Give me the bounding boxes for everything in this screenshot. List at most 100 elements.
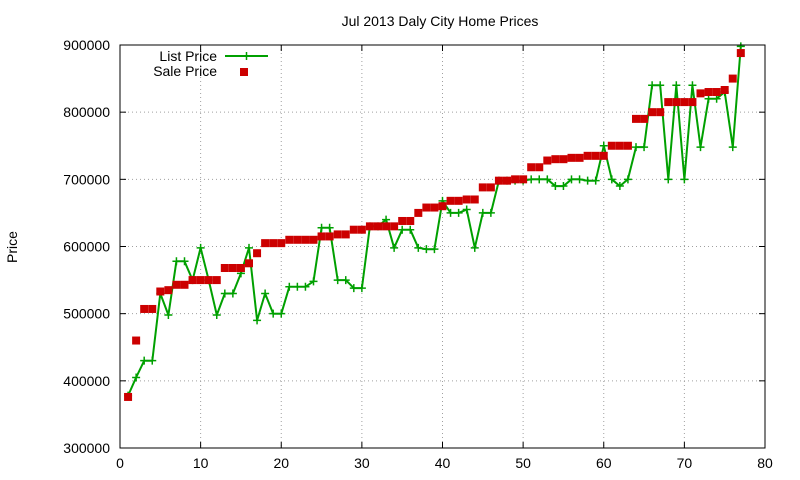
list-price-point xyxy=(277,309,286,318)
sale-price-point xyxy=(470,195,479,204)
list-price-point xyxy=(551,182,560,191)
list-price-point xyxy=(680,175,689,184)
sale-price-point xyxy=(559,155,568,164)
sale-price-point xyxy=(422,203,431,212)
sale-price-point xyxy=(511,175,520,184)
y-tick-label: 800000 xyxy=(63,104,110,120)
list-price-point xyxy=(172,257,181,266)
list-price-point xyxy=(349,284,358,293)
sale-price-point xyxy=(228,263,237,272)
sale-price-point xyxy=(414,208,423,217)
list-price-point xyxy=(333,276,342,285)
sale-price-point xyxy=(253,249,262,258)
list-price-point xyxy=(406,225,415,234)
list-price-point xyxy=(632,143,640,152)
sale-price-point xyxy=(535,163,544,172)
x-tick-label: 40 xyxy=(435,455,451,471)
list-price-point xyxy=(414,243,423,252)
series-line-list-price xyxy=(127,46,742,397)
legend-marker-list-price xyxy=(242,52,251,60)
sale-price-point xyxy=(430,203,439,212)
sale-price-point xyxy=(543,156,552,165)
list-price-point xyxy=(196,243,205,252)
sale-price-point xyxy=(188,276,197,285)
sale-price-point xyxy=(720,86,729,95)
sale-price-point xyxy=(309,235,318,244)
sale-price-point xyxy=(325,232,334,241)
list-price-point xyxy=(140,356,149,365)
sale-price-point xyxy=(672,98,681,107)
x-tick-label: 0 xyxy=(116,455,124,471)
legend-label-list-price: List Price xyxy=(159,48,217,64)
sale-price-point xyxy=(301,235,310,244)
list-price-point xyxy=(422,245,431,254)
sale-price-point xyxy=(220,263,229,272)
list-price-point xyxy=(357,284,366,293)
list-price-point xyxy=(648,81,657,90)
sale-price-point xyxy=(712,88,721,97)
sale-price-point xyxy=(196,276,205,285)
list-price-point xyxy=(212,311,221,320)
sale-price-point xyxy=(124,392,133,401)
sale-price-point xyxy=(269,239,278,248)
y-tick-label: 700000 xyxy=(63,171,110,187)
list-price-point xyxy=(245,243,253,252)
sale-price-point xyxy=(245,259,253,268)
sale-price-point xyxy=(607,141,616,150)
list-price-point xyxy=(253,316,262,325)
sale-price-point xyxy=(551,155,560,164)
sale-price-point xyxy=(390,222,399,231)
list-price-point xyxy=(615,182,624,191)
list-price-point xyxy=(535,175,544,184)
sale-price-point xyxy=(180,280,189,289)
sale-price-point xyxy=(261,239,270,248)
sale-price-point xyxy=(583,151,592,160)
plot-frame xyxy=(119,44,766,449)
list-price-point xyxy=(148,356,157,365)
sale-price-point xyxy=(599,151,608,160)
sale-price-point xyxy=(446,196,455,205)
x-tick-label: 50 xyxy=(515,455,531,471)
sale-price-point xyxy=(623,141,632,150)
sale-price-point xyxy=(132,336,141,345)
list-price-point xyxy=(470,243,479,252)
list-price-point xyxy=(285,282,294,291)
y-tick-label: 600000 xyxy=(63,239,110,255)
y-axis-label: Price xyxy=(4,231,20,263)
list-price-point xyxy=(599,141,608,150)
sale-price-point xyxy=(478,183,487,192)
sale-price-point xyxy=(277,239,286,248)
sale-price-point xyxy=(365,222,374,231)
sale-price-point xyxy=(406,216,415,225)
sale-price-point xyxy=(438,202,447,211)
list-price-point xyxy=(220,289,229,298)
sale-price-point xyxy=(172,280,181,289)
sale-price-point xyxy=(632,114,640,123)
list-price-point xyxy=(398,225,407,234)
x-tick-label: 10 xyxy=(193,455,209,471)
list-price-point xyxy=(712,94,721,103)
x-tick-label: 20 xyxy=(273,455,289,471)
y-tick-label: 500000 xyxy=(63,306,110,322)
legend-marker-sale-price xyxy=(240,68,248,76)
sale-price-point xyxy=(696,89,705,98)
chart-title: Jul 2013 Daly City Home Prices xyxy=(342,13,539,29)
list-price-point xyxy=(382,215,391,224)
sale-price-point xyxy=(156,287,165,296)
sale-price-point xyxy=(486,183,495,192)
list-price-point xyxy=(164,311,173,320)
sale-price-point xyxy=(656,108,665,117)
list-price-point xyxy=(567,175,576,184)
list-price-point xyxy=(317,223,326,232)
list-price-point xyxy=(325,223,334,232)
sale-price-point xyxy=(236,263,245,272)
sale-price-point xyxy=(648,108,657,117)
sale-price-point xyxy=(664,98,673,107)
list-price-point xyxy=(672,81,681,90)
sale-price-point xyxy=(728,74,737,83)
sale-price-point xyxy=(680,98,689,107)
x-tick-label: 70 xyxy=(677,455,693,471)
list-price-point xyxy=(486,208,495,217)
sale-price-point xyxy=(333,230,342,239)
list-price-point xyxy=(527,175,536,184)
